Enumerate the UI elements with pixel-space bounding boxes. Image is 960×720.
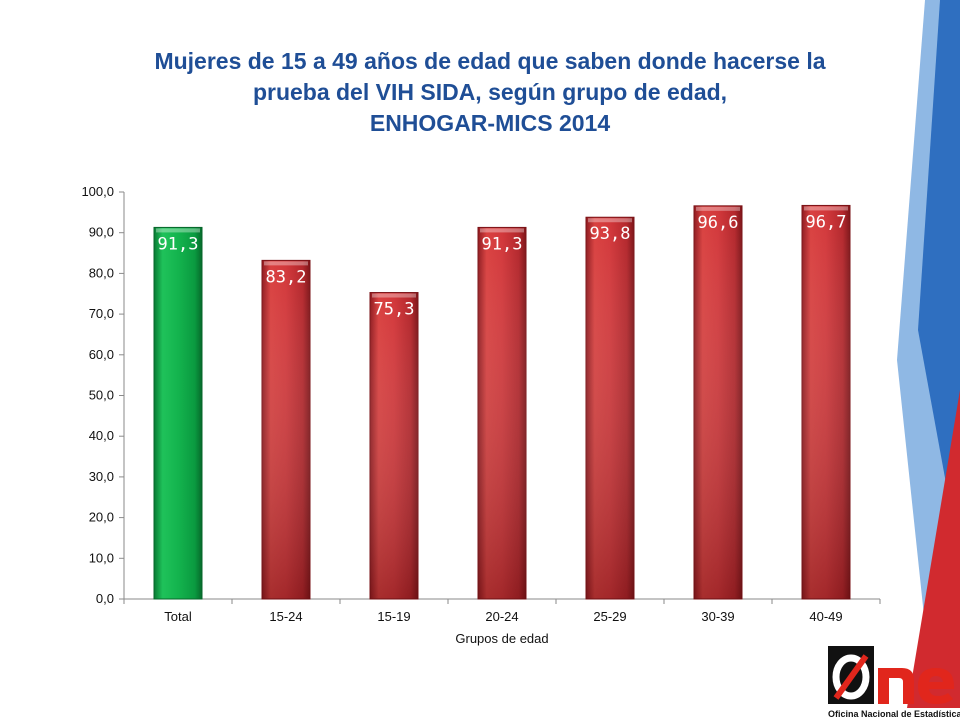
bar-highlight bbox=[372, 293, 416, 298]
bar-shade bbox=[586, 217, 634, 599]
y-tick-label: 70,0 bbox=[89, 306, 114, 321]
bar-group bbox=[369, 292, 419, 600]
y-tick-label: 90,0 bbox=[89, 225, 114, 240]
y-tick-label: 20,0 bbox=[89, 510, 114, 525]
ribbon-red-inner bbox=[905, 390, 960, 720]
y-tick-label: 10,0 bbox=[89, 550, 114, 565]
x-axis-title: Grupos de edad bbox=[455, 631, 548, 646]
bar-highlight bbox=[480, 228, 524, 233]
x-tick-label: 15-19 bbox=[377, 609, 410, 624]
logo-caption: Oficina Nacional de Estadística bbox=[828, 708, 960, 720]
bar-highlight bbox=[804, 206, 848, 211]
bar-shade bbox=[694, 205, 742, 599]
y-tick-label: 80,0 bbox=[89, 265, 114, 280]
y-tick-label: 60,0 bbox=[89, 347, 114, 362]
title-line-1: Mujeres de 15 a 49 años de edad que sabe… bbox=[154, 48, 826, 74]
one-logo: Oficina Nacional de Estadística bbox=[826, 644, 960, 720]
x-tick-label: 15-24 bbox=[269, 609, 302, 624]
data-label: 75,3 bbox=[374, 300, 415, 320]
y-tick-label: 100,0 bbox=[81, 184, 114, 199]
y-tick-label: 40,0 bbox=[89, 428, 114, 443]
data-label: 96,7 bbox=[806, 212, 847, 232]
bar-group bbox=[801, 204, 851, 600]
bar-highlight bbox=[588, 218, 632, 223]
x-tick-label: 20-24 bbox=[485, 609, 518, 624]
data-label: 93,8 bbox=[590, 224, 631, 244]
data-label: 96,6 bbox=[698, 213, 739, 233]
data-label: 91,3 bbox=[158, 234, 199, 254]
bar-group bbox=[261, 259, 311, 600]
title-line-2: prueba del VIH SIDA, según grupo de edad… bbox=[252, 79, 728, 105]
bar-group bbox=[153, 226, 203, 600]
data-label: 91,3 bbox=[482, 234, 523, 254]
bar-shade bbox=[478, 227, 526, 599]
bar-highlight bbox=[264, 261, 308, 266]
data-label: 83,2 bbox=[266, 267, 307, 287]
y-tick-label: 50,0 bbox=[89, 388, 114, 403]
chart-title: Mujeres de 15 a 49 años de edad que sabe… bbox=[60, 46, 920, 139]
bar-highlight bbox=[696, 206, 740, 211]
decorative-ribbon bbox=[897, 0, 960, 720]
logo-mark bbox=[828, 646, 954, 704]
title-line-3: ENHOGAR-MICS 2014 bbox=[369, 110, 611, 136]
bar-highlight bbox=[156, 228, 200, 233]
bar-group bbox=[585, 216, 635, 600]
x-tick-label: 30-39 bbox=[701, 609, 734, 624]
bar-group bbox=[477, 226, 527, 600]
bar-shade bbox=[262, 260, 310, 599]
x-tick-label: Total bbox=[164, 609, 192, 624]
x-tick-label: 40-49 bbox=[809, 609, 842, 624]
bar-shade bbox=[370, 292, 418, 599]
bar-group bbox=[693, 205, 743, 600]
ribbon-blue bbox=[918, 0, 960, 560]
x-tick-label: 25-29 bbox=[593, 609, 626, 624]
y-tick-label: 0,0 bbox=[96, 591, 114, 606]
bar bbox=[153, 226, 203, 600]
bar-shade bbox=[802, 205, 850, 599]
y-tick-label: 30,0 bbox=[89, 469, 114, 484]
